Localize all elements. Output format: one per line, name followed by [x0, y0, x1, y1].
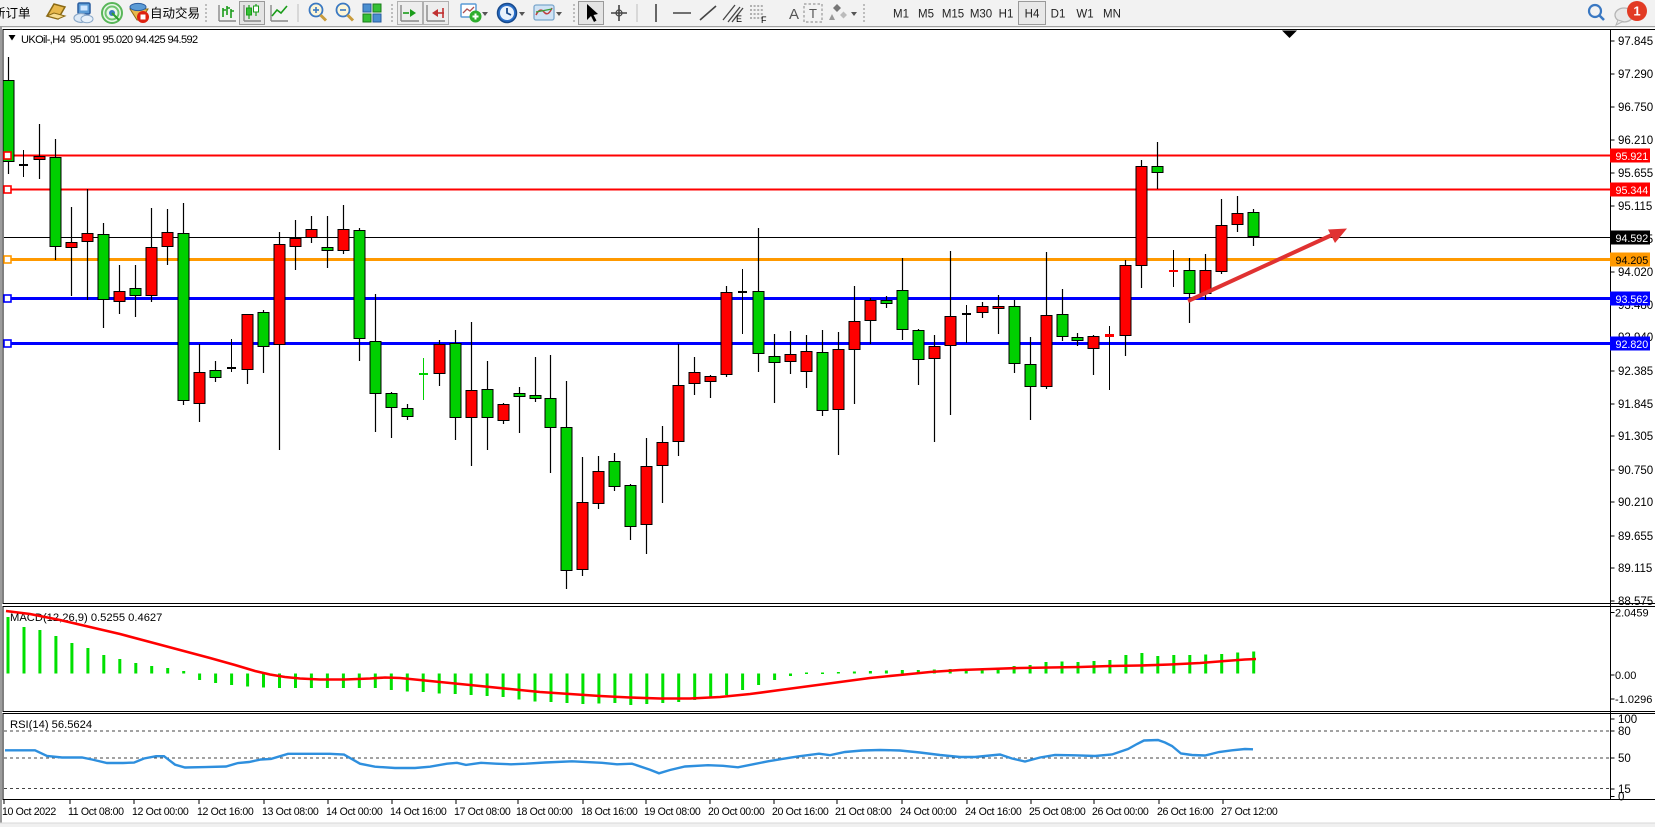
- svg-text:W1: W1: [1076, 9, 1093, 21]
- svg-text:94.205: 94.205: [1616, 255, 1649, 267]
- svg-text:91.305: 91.305: [1618, 431, 1653, 443]
- svg-text:T: T: [809, 6, 817, 21]
- svg-text:1: 1: [1633, 4, 1640, 19]
- svg-text:RSI(14) 56.5624: RSI(14) 56.5624: [10, 719, 92, 731]
- svg-text:M1: M1: [893, 9, 909, 21]
- svg-text:18 Oct 00:00: 18 Oct 00:00: [516, 806, 573, 818]
- svg-text:2.0459: 2.0459: [1615, 608, 1649, 620]
- svg-text:20 Oct 16:00: 20 Oct 16:00: [772, 806, 829, 818]
- svg-text:H1: H1: [999, 9, 1014, 21]
- svg-text:89.115: 89.115: [1618, 563, 1652, 575]
- svg-text:19 Oct 08:00: 19 Oct 08:00: [644, 806, 701, 818]
- svg-text:24 Oct 16:00: 24 Oct 16:00: [965, 806, 1022, 818]
- svg-text:100: 100: [1618, 714, 1637, 726]
- svg-text:-1.0296: -1.0296: [1615, 694, 1652, 706]
- svg-text:自动交易: 自动交易: [150, 6, 200, 21]
- svg-text:93.562: 93.562: [1616, 294, 1649, 306]
- svg-text:新订单: 新订单: [0, 6, 31, 21]
- svg-text:94.020: 94.020: [1618, 267, 1653, 279]
- svg-text:95.344: 95.344: [1616, 185, 1649, 197]
- svg-text:D1: D1: [1051, 9, 1066, 21]
- svg-text:90.210: 90.210: [1618, 497, 1653, 509]
- svg-text:92.820: 92.820: [1616, 339, 1649, 351]
- svg-text:MACD(12,26,9) 0.5255 0.4627: MACD(12,26,9) 0.5255 0.4627: [10, 612, 162, 624]
- svg-text:12 Oct 00:00: 12 Oct 00:00: [132, 806, 189, 818]
- svg-text:96.210: 96.210: [1618, 135, 1653, 147]
- svg-text:88.575: 88.575: [1618, 596, 1653, 608]
- svg-text:96.750: 96.750: [1618, 102, 1653, 114]
- svg-text:0.00: 0.00: [1615, 670, 1636, 682]
- svg-text:91.845: 91.845: [1618, 399, 1653, 411]
- svg-text:M5: M5: [918, 9, 934, 21]
- svg-text:26 Oct 16:00: 26 Oct 16:00: [1157, 806, 1214, 818]
- svg-text:MN: MN: [1103, 9, 1121, 21]
- svg-text:50: 50: [1618, 753, 1631, 765]
- svg-text:M30: M30: [970, 9, 992, 21]
- svg-text:14 Oct 16:00: 14 Oct 16:00: [390, 806, 447, 818]
- svg-text:95.921: 95.921: [1616, 151, 1649, 163]
- svg-text:17 Oct 08:00: 17 Oct 08:00: [454, 806, 511, 818]
- svg-text:F: F: [761, 15, 767, 25]
- svg-text:92.385: 92.385: [1618, 366, 1653, 378]
- svg-text:12 Oct 16:00: 12 Oct 16:00: [197, 806, 254, 818]
- svg-text:15: 15: [1618, 784, 1631, 796]
- svg-text:21 Oct 08:00: 21 Oct 08:00: [835, 806, 892, 818]
- svg-text:H4: H4: [1025, 9, 1040, 21]
- svg-text:25 Oct 08:00: 25 Oct 08:00: [1029, 806, 1086, 818]
- svg-text:13 Oct 08:00: 13 Oct 08:00: [262, 806, 319, 818]
- svg-text:E: E: [736, 14, 742, 24]
- svg-text:90.750: 90.750: [1618, 465, 1653, 477]
- svg-text:14 Oct 00:00: 14 Oct 00:00: [326, 806, 383, 818]
- svg-text:95.115: 95.115: [1618, 201, 1652, 213]
- svg-text:A: A: [789, 6, 799, 23]
- svg-text:10 Oct 2022: 10 Oct 2022: [2, 806, 56, 818]
- svg-text:11 Oct 08:00: 11 Oct 08:00: [68, 806, 124, 818]
- svg-text:80: 80: [1618, 726, 1631, 738]
- svg-text:97.290: 97.290: [1618, 69, 1653, 81]
- svg-text:94.592: 94.592: [1616, 233, 1649, 245]
- svg-text:UKOil-,H4 95.001 95.020 94.42: UKOil-,H4 95.001 95.020 94.425 94.592: [21, 34, 198, 46]
- svg-text:97.845: 97.845: [1618, 36, 1653, 48]
- svg-text:20 Oct 00:00: 20 Oct 00:00: [708, 806, 765, 818]
- svg-text:18 Oct 16:00: 18 Oct 16:00: [581, 806, 638, 818]
- svg-text:24 Oct 00:00: 24 Oct 00:00: [900, 806, 957, 818]
- svg-text:95.655: 95.655: [1618, 168, 1653, 180]
- svg-text:89.655: 89.655: [1618, 531, 1653, 543]
- svg-text:26 Oct 00:00: 26 Oct 00:00: [1092, 806, 1149, 818]
- svg-text:0: 0: [1618, 792, 1624, 804]
- svg-text:27 Oct 12:00: 27 Oct 12:00: [1221, 806, 1278, 818]
- svg-text:M15: M15: [942, 9, 964, 21]
